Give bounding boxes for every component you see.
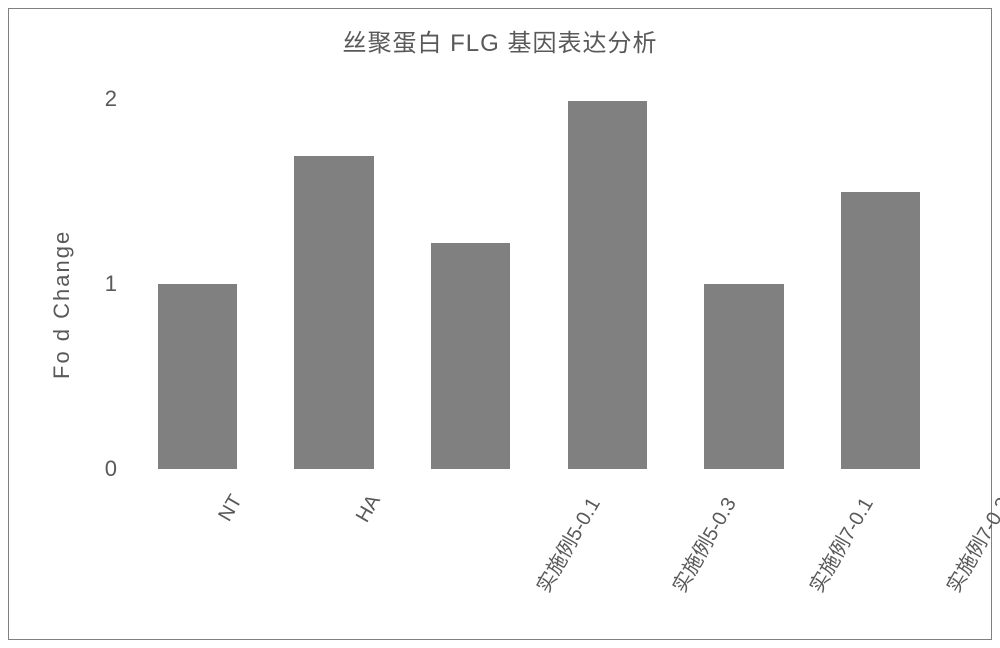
chart-title: 丝聚蛋白 FLG 基因表达分析 bbox=[9, 23, 991, 58]
bar bbox=[704, 284, 783, 469]
bar bbox=[568, 101, 647, 469]
y-tick: 2 bbox=[105, 86, 117, 112]
y-axis-label: Fo d Change bbox=[49, 230, 75, 379]
x-axis-label: 实施例5-0.3 bbox=[664, 491, 742, 597]
x-axis-label: NT bbox=[215, 491, 248, 526]
y-tick: 0 bbox=[105, 456, 117, 482]
x-axis-label: 实施例5-0.1 bbox=[527, 491, 605, 597]
x-axis-label: HA bbox=[352, 491, 386, 527]
x-axis-label: 实施例7-0.1 bbox=[801, 491, 879, 597]
bar bbox=[294, 156, 373, 469]
x-axis-labels: NTHA实施例5-0.1实施例5-0.3实施例7-0.1实施例7-0.3 bbox=[129, 479, 949, 629]
chart-container: 丝聚蛋白 FLG 基因表达分析 Fo d Change 012 NTHA实施例5… bbox=[0, 0, 1000, 648]
plot-area: 012 bbox=[129, 99, 949, 469]
bar bbox=[841, 192, 920, 470]
bar bbox=[158, 284, 237, 469]
y-tick: 1 bbox=[105, 271, 117, 297]
chart-frame: 丝聚蛋白 FLG 基因表达分析 Fo d Change 012 NTHA实施例5… bbox=[8, 8, 992, 640]
x-axis-label: 实施例7-0.3 bbox=[937, 491, 1000, 597]
bar bbox=[431, 243, 510, 469]
